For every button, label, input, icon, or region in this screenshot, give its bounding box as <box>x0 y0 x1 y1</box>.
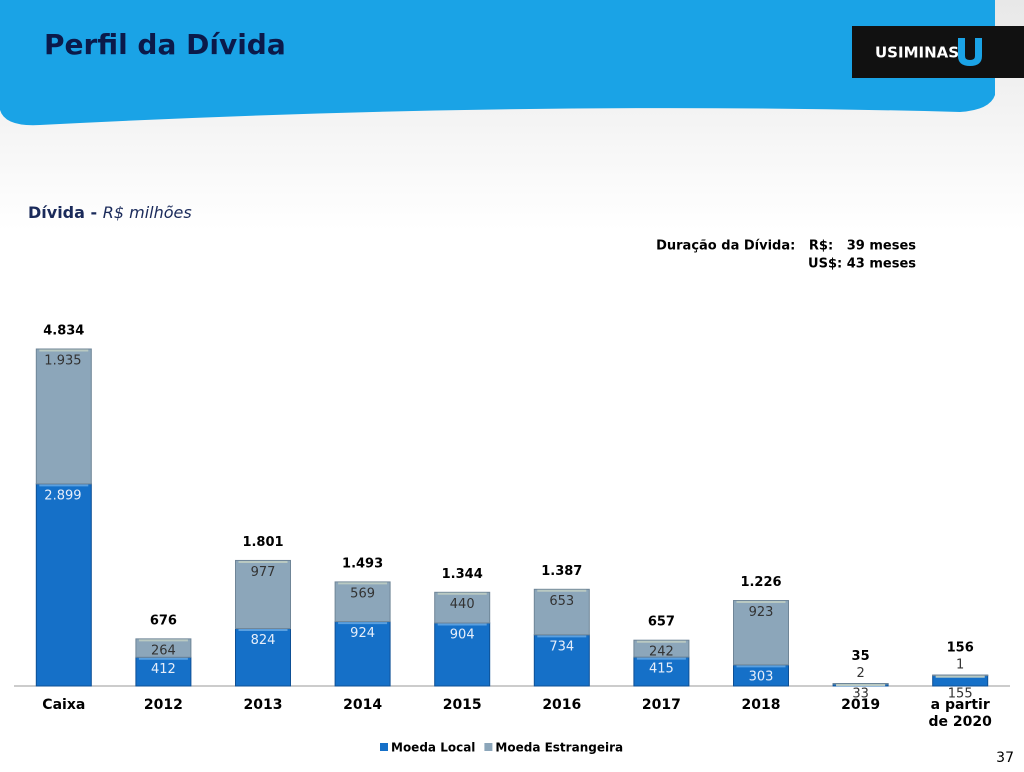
bar-segment <box>633 656 690 687</box>
bar-segment <box>135 656 192 687</box>
logo-text: USIMINAS <box>875 44 959 62</box>
x-tick-label: a partir de 2020 <box>929 697 993 730</box>
chart-area <box>0 232 1024 768</box>
total-label: 1.801 <box>242 535 283 550</box>
annotation: US$: 43 meses <box>808 257 916 272</box>
total-label: 1.493 <box>342 556 383 571</box>
x-tick-label: 2012 <box>144 697 183 713</box>
value-label: 303 <box>749 669 774 684</box>
total-label: 4.834 <box>43 324 84 339</box>
x-tick-label-line: de 2020 <box>929 714 993 730</box>
x-tick-label: 2015 <box>443 697 482 713</box>
bar-segment <box>633 639 690 658</box>
chart-title-main: Dívida - <box>28 203 103 222</box>
slide-title: Perfil da Dívida <box>44 28 286 61</box>
value-label: 242 <box>649 645 674 660</box>
x-tick-label: 2013 <box>244 697 283 713</box>
bar-segment <box>135 638 192 658</box>
legend-swatch <box>484 743 493 751</box>
value-label: 1 <box>956 658 964 673</box>
bar-segment <box>434 591 491 624</box>
bar-segment <box>932 674 989 677</box>
value-label: 904 <box>450 627 475 642</box>
value-label: 33 <box>852 687 869 702</box>
header-band <box>0 0 995 126</box>
logo-box <box>852 26 1024 78</box>
x-tick-label: 2014 <box>343 697 382 713</box>
total-label: 35 <box>852 649 870 664</box>
bar-segment <box>733 600 789 666</box>
x-tick-label-line: a partir <box>931 697 990 713</box>
bar-segment <box>334 621 391 687</box>
bar-segment <box>334 581 391 623</box>
bar-segment <box>35 348 92 485</box>
x-tick-label: 2018 <box>742 697 781 713</box>
value-label: 264 <box>151 643 176 658</box>
value-label: 1.935 <box>44 354 81 369</box>
bar-segment <box>235 559 291 630</box>
x-tick-label: 2017 <box>642 697 681 713</box>
logo-icon <box>958 38 982 66</box>
bar-segment <box>35 483 92 687</box>
total-label: 676 <box>150 613 177 628</box>
value-label: 734 <box>549 639 574 654</box>
value-label: 440 <box>450 597 475 612</box>
x-tick-label: 2016 <box>542 697 581 713</box>
value-label: 653 <box>549 594 574 609</box>
value-label: 2 <box>856 666 864 681</box>
bar-segment <box>533 588 590 636</box>
legend-label: Moeda Local <box>391 741 475 755</box>
total-label: 1.226 <box>740 575 781 590</box>
chart-subtitle: R$ milhões <box>103 203 192 222</box>
value-label: 415 <box>649 662 674 677</box>
total-label: 657 <box>648 615 675 630</box>
value-label: 924 <box>350 626 375 641</box>
bar-segment <box>832 683 889 685</box>
value-label: 923 <box>749 605 774 620</box>
page-number: 37 <box>996 750 1014 766</box>
total-label: 1.387 <box>541 564 582 579</box>
legend-swatch <box>380 743 388 751</box>
value-label: 2.899 <box>44 488 81 503</box>
value-label: 569 <box>350 586 375 601</box>
value-label: 977 <box>251 565 276 580</box>
value-label: 412 <box>151 662 176 677</box>
value-label: 824 <box>251 633 276 648</box>
x-tick-label: 2019 <box>841 697 880 713</box>
total-label: 156 <box>947 641 974 656</box>
chart-title: Dívida - R$ milhões <box>28 203 192 222</box>
value-label: 155 <box>948 687 973 702</box>
annotation: Duração da Dívida: R$: 39 meses <box>656 239 916 254</box>
total-label: 1.344 <box>442 567 483 582</box>
legend-label: Moeda Estrangeira <box>495 741 623 755</box>
bar-segment <box>533 634 590 687</box>
x-tick-label: Caixa <box>42 697 85 713</box>
bar-segment <box>235 628 291 687</box>
